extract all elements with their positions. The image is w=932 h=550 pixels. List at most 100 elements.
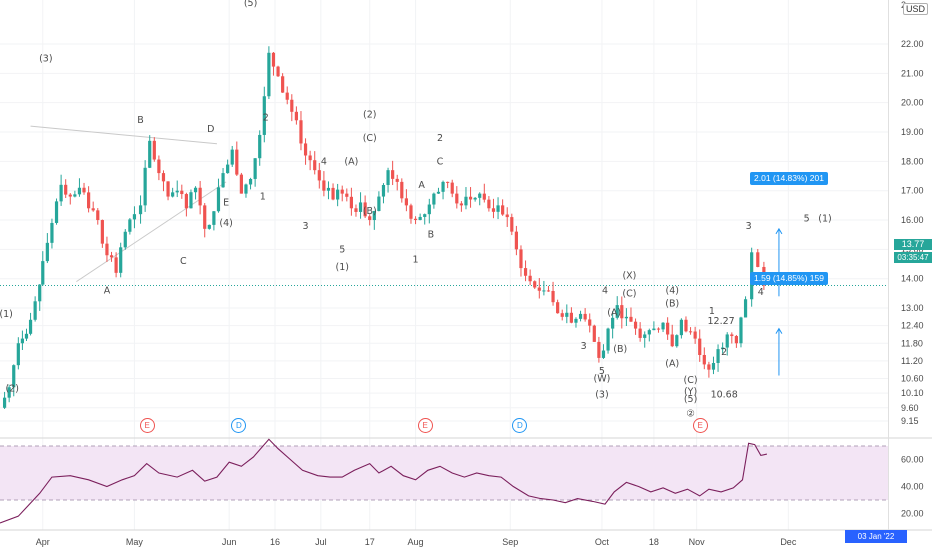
candle-body xyxy=(381,184,386,197)
wave-label: 4 xyxy=(602,285,608,296)
candle-body xyxy=(363,202,367,217)
candle-body xyxy=(331,187,335,200)
candle-body xyxy=(336,189,340,200)
wave-label: (5) xyxy=(684,394,697,405)
wave-label: A xyxy=(104,285,111,296)
candle-body xyxy=(647,330,651,335)
price-tick-label: 22.00 xyxy=(901,39,924,49)
candle-body xyxy=(45,242,49,262)
candle-body xyxy=(207,224,211,229)
wave-label: D xyxy=(207,124,214,135)
candle-body xyxy=(464,196,468,206)
wave-label: (2) xyxy=(5,384,18,395)
candle-body xyxy=(418,216,422,221)
wave-label: 5 xyxy=(339,244,345,255)
candle-body xyxy=(138,205,143,215)
candle-body xyxy=(551,290,555,303)
time-tick-label: Nov xyxy=(689,537,706,547)
candle-body xyxy=(652,328,656,331)
candle-body xyxy=(354,208,358,212)
last-price-tag: 13.77 xyxy=(894,239,932,250)
candle-body xyxy=(501,205,505,215)
wave-label: 12.27 xyxy=(708,316,735,327)
candle-body xyxy=(730,334,734,337)
candle-body xyxy=(491,208,496,212)
candle-body xyxy=(248,178,253,185)
crosshair-date-tag: 03 Jan '22 xyxy=(845,530,907,543)
candle-body xyxy=(100,220,104,244)
triangle-trendline xyxy=(30,125,217,145)
wave-label: (4) xyxy=(665,285,678,296)
wave-label: (C) xyxy=(684,375,698,386)
dividend-marker[interactable]: D xyxy=(231,418,247,433)
candle-body xyxy=(666,322,670,335)
candle-body xyxy=(41,261,45,285)
wave-label: (A) xyxy=(665,359,679,370)
measure-up-label[interactable]: 2.01 (14.83%) 201 xyxy=(750,172,828,185)
price-tick-label: 21.00 xyxy=(901,68,924,78)
price-tick-label: 11.20 xyxy=(901,356,923,366)
time-tick-label: Apr xyxy=(36,537,50,547)
candle-body xyxy=(262,96,266,135)
candle-body xyxy=(299,120,303,144)
price-tick-label: 12.40 xyxy=(901,321,924,331)
candle-body xyxy=(725,334,729,348)
candle-body xyxy=(629,316,633,322)
wave-label: (C) xyxy=(363,133,377,144)
candle-body xyxy=(345,193,349,197)
time-tick-label: Sep xyxy=(502,537,518,547)
candle-body xyxy=(59,184,63,202)
candle-body xyxy=(2,397,7,408)
candle-body xyxy=(105,243,109,256)
candle-body xyxy=(166,181,170,197)
candle-body xyxy=(436,191,441,194)
candle-body xyxy=(128,219,132,232)
candle-body xyxy=(372,211,376,221)
candle-body xyxy=(87,192,91,209)
candle-body xyxy=(514,231,518,250)
measure-up-arrowhead xyxy=(775,227,783,235)
time-tick-label: Dec xyxy=(780,537,797,547)
candle-body xyxy=(583,313,587,320)
candle-body xyxy=(235,149,239,175)
time-tick-label: Jun xyxy=(222,537,237,547)
candle-body xyxy=(16,343,20,366)
earnings-marker[interactable]: E xyxy=(417,418,433,433)
candle-body xyxy=(633,321,638,329)
candle-body xyxy=(546,290,551,292)
candle-body xyxy=(132,214,137,220)
candle-body xyxy=(386,170,390,185)
wave-label: 2 xyxy=(263,112,269,123)
candle-body xyxy=(459,203,463,206)
wave-label: (1) xyxy=(335,262,348,273)
time-tick-label: May xyxy=(126,537,144,547)
earnings-marker[interactable]: E xyxy=(139,418,155,433)
wave-label: 1 xyxy=(709,306,715,317)
price-tick-label: 9.15 xyxy=(901,416,919,426)
wave-label: 3 xyxy=(746,221,752,232)
candle-body xyxy=(114,257,118,273)
candle-body xyxy=(565,312,569,317)
candle-body xyxy=(180,190,184,195)
candle-body xyxy=(528,275,532,282)
candle-body xyxy=(109,255,114,258)
candle-body xyxy=(123,231,127,248)
candle-body xyxy=(537,287,541,291)
wave-label: ② xyxy=(686,409,695,420)
candle-body xyxy=(340,189,344,194)
rsi-tick-label: 40.00 xyxy=(901,482,924,492)
candle-body xyxy=(216,187,221,212)
rsi-tick-label: 20.00 xyxy=(901,509,924,519)
candle-body xyxy=(73,194,77,197)
candle-body xyxy=(432,193,436,205)
measure-down-label[interactable]: 1.59 (14.85%) 159 xyxy=(750,272,828,285)
candle-body xyxy=(702,354,706,365)
earnings-marker[interactable]: E xyxy=(692,418,708,433)
dividend-marker[interactable]: D xyxy=(512,418,528,433)
candle-body xyxy=(281,76,285,93)
candle-body xyxy=(556,302,560,314)
candle-body xyxy=(473,197,477,200)
wave-label: (Y) xyxy=(684,387,697,398)
currency-label[interactable]: USD xyxy=(903,3,929,15)
